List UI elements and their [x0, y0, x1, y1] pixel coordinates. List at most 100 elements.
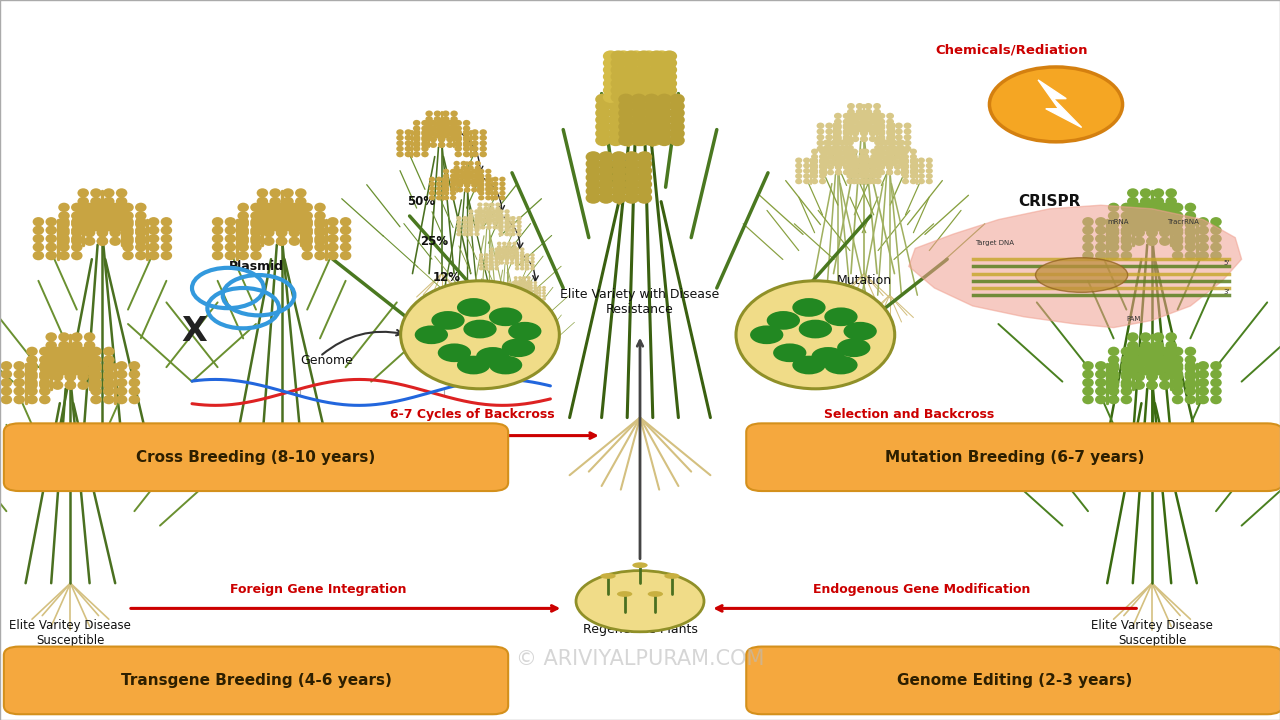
Ellipse shape [812, 164, 818, 170]
Ellipse shape [1134, 211, 1146, 220]
Ellipse shape [895, 140, 902, 146]
Ellipse shape [480, 225, 485, 230]
Ellipse shape [468, 224, 474, 228]
Ellipse shape [835, 119, 842, 125]
Ellipse shape [102, 387, 115, 396]
Ellipse shape [1166, 366, 1178, 376]
Ellipse shape [115, 361, 128, 370]
Ellipse shape [328, 251, 338, 260]
Ellipse shape [498, 286, 503, 289]
Ellipse shape [851, 136, 859, 142]
Ellipse shape [835, 148, 842, 154]
Ellipse shape [846, 168, 854, 174]
Ellipse shape [623, 85, 639, 96]
Ellipse shape [886, 148, 893, 154]
Ellipse shape [870, 159, 877, 165]
Ellipse shape [443, 168, 449, 174]
Ellipse shape [447, 120, 453, 126]
Ellipse shape [257, 189, 269, 197]
Ellipse shape [503, 289, 507, 292]
Ellipse shape [878, 159, 886, 165]
Ellipse shape [161, 243, 172, 252]
Ellipse shape [826, 134, 833, 140]
Ellipse shape [129, 387, 141, 396]
Ellipse shape [902, 159, 909, 165]
Ellipse shape [657, 94, 672, 105]
Ellipse shape [1166, 214, 1178, 223]
Ellipse shape [38, 395, 51, 405]
Ellipse shape [812, 159, 818, 165]
Ellipse shape [657, 100, 672, 112]
Ellipse shape [516, 281, 520, 284]
Ellipse shape [97, 220, 109, 229]
Ellipse shape [70, 251, 82, 260]
Ellipse shape [1172, 211, 1184, 220]
Ellipse shape [102, 395, 115, 405]
Ellipse shape [33, 234, 44, 243]
Ellipse shape [77, 364, 90, 373]
Ellipse shape [625, 172, 639, 183]
Ellipse shape [404, 151, 412, 157]
Ellipse shape [904, 134, 911, 140]
Ellipse shape [646, 121, 662, 132]
Ellipse shape [13, 361, 24, 370]
Ellipse shape [846, 174, 854, 179]
Ellipse shape [1160, 355, 1170, 364]
Ellipse shape [136, 251, 146, 260]
Ellipse shape [493, 181, 498, 186]
Ellipse shape [302, 251, 312, 260]
Ellipse shape [870, 154, 877, 160]
Ellipse shape [1134, 202, 1146, 212]
Ellipse shape [238, 251, 248, 260]
Ellipse shape [1198, 234, 1210, 243]
Ellipse shape [644, 94, 659, 105]
Ellipse shape [413, 135, 420, 141]
Ellipse shape [109, 228, 120, 238]
Ellipse shape [616, 78, 631, 89]
Ellipse shape [520, 266, 525, 271]
Ellipse shape [468, 232, 474, 236]
Ellipse shape [1096, 225, 1106, 235]
Ellipse shape [618, 107, 634, 119]
Ellipse shape [846, 158, 854, 163]
Ellipse shape [882, 140, 890, 145]
Ellipse shape [1172, 202, 1184, 212]
Ellipse shape [1139, 222, 1152, 232]
Ellipse shape [129, 361, 141, 370]
Ellipse shape [646, 94, 662, 105]
Ellipse shape [646, 100, 662, 112]
Ellipse shape [608, 114, 623, 125]
Ellipse shape [251, 220, 262, 229]
Ellipse shape [611, 58, 626, 68]
Ellipse shape [454, 135, 462, 141]
Ellipse shape [59, 220, 70, 229]
Ellipse shape [413, 129, 420, 135]
Ellipse shape [123, 211, 133, 220]
Ellipse shape [1185, 378, 1197, 387]
Ellipse shape [910, 179, 916, 184]
Ellipse shape [520, 261, 525, 265]
Ellipse shape [520, 254, 525, 258]
Ellipse shape [1153, 332, 1165, 341]
Ellipse shape [421, 129, 429, 135]
Ellipse shape [1185, 228, 1197, 238]
Ellipse shape [838, 156, 846, 161]
Ellipse shape [867, 158, 874, 163]
Ellipse shape [315, 234, 325, 243]
Ellipse shape [902, 158, 909, 163]
Ellipse shape [599, 172, 613, 183]
Ellipse shape [51, 372, 63, 382]
Ellipse shape [618, 114, 634, 125]
Ellipse shape [882, 150, 890, 156]
Text: Transgene Breeding (4-6 years): Transgene Breeding (4-6 years) [120, 673, 392, 688]
Ellipse shape [294, 214, 306, 223]
Text: 5': 5' [1224, 260, 1230, 266]
Ellipse shape [480, 213, 485, 217]
Ellipse shape [1172, 251, 1184, 260]
Ellipse shape [618, 135, 634, 146]
Ellipse shape [515, 261, 520, 265]
Ellipse shape [0, 387, 12, 396]
Ellipse shape [831, 140, 838, 145]
Ellipse shape [104, 189, 115, 197]
Ellipse shape [461, 179, 467, 184]
